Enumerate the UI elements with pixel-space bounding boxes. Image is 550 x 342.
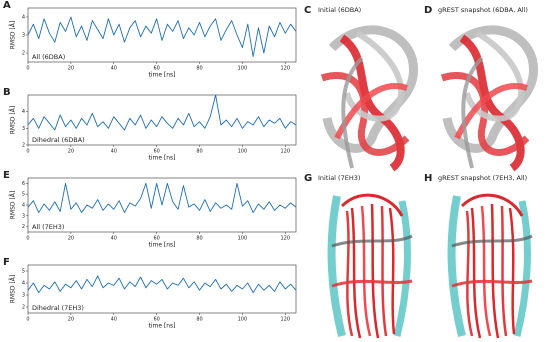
- y-axis-label: RMSD [Å]: [10, 106, 17, 134]
- x-tick-label: 20: [68, 66, 74, 72]
- panel-label: C: [304, 5, 311, 16]
- x-tick-label: 20: [68, 317, 74, 323]
- x-tick-label: 100: [238, 317, 248, 323]
- x-tick-label: 120: [281, 236, 291, 242]
- y-axis-label: RMSD [Å]: [10, 191, 17, 219]
- x-axis-label: time [ns]: [148, 242, 175, 249]
- y-tick-label: 2: [22, 305, 25, 311]
- x-tick-label: 120: [281, 317, 291, 323]
- y-tick-label: 5: [22, 269, 25, 275]
- y-tick-label: 5: [22, 192, 25, 198]
- rmsd-line: [27, 182, 297, 214]
- y-tick-label: 3: [22, 213, 25, 219]
- y-axis-label: RMSD [Å]: [10, 275, 17, 303]
- x-axis-label: time [ns]: [148, 323, 175, 330]
- x-tick-label: 20: [68, 236, 74, 242]
- panel-title: gREST snapshot (6DBA, All): [438, 6, 528, 14]
- structure-d: [442, 30, 534, 168]
- annotation: Dihedral (6DBA): [32, 136, 85, 144]
- rmsd-line: [27, 94, 297, 131]
- panel-title: gREST snapshot (7EH3, All): [438, 174, 527, 182]
- rmsd-line: [27, 275, 297, 294]
- plot-frame: [27, 264, 297, 314]
- x-tick-label: 0: [26, 236, 29, 242]
- annotation: All (6DBA): [32, 53, 65, 61]
- x-tick-label: 80: [196, 317, 202, 323]
- x-tick-label: 80: [196, 66, 202, 72]
- structure-c: [322, 30, 414, 168]
- panel-label: E: [3, 170, 10, 181]
- x-tick-label: 120: [281, 66, 291, 72]
- x-tick-label: 60: [153, 66, 159, 72]
- panel-label: G: [304, 173, 312, 184]
- x-tick-label: 40: [111, 236, 117, 242]
- y-tick-label: 3: [22, 293, 25, 299]
- panel-label: D: [424, 5, 432, 16]
- y-tick-label: 4: [22, 281, 25, 287]
- panel-title: Initial (6DBA): [318, 6, 361, 14]
- panel-label: A: [3, 0, 11, 11]
- panel-label: H: [424, 173, 432, 184]
- y-tick-label: 3: [22, 126, 25, 132]
- y-tick-label: 6: [22, 181, 25, 187]
- y-tick-label: 4: [22, 203, 25, 209]
- y-tick-label: 2: [22, 143, 25, 149]
- annotation: All (7EH3): [32, 223, 64, 231]
- rmsd-line: [27, 16, 297, 58]
- annotation: Dihedral (7EH3): [32, 304, 84, 312]
- y-tick-label: 4: [22, 109, 25, 115]
- x-tick-label: 0: [26, 66, 29, 72]
- x-tick-label: 0: [26, 149, 29, 155]
- x-axis-label: time [ns]: [148, 155, 175, 162]
- y-tick-label: 4: [22, 15, 25, 21]
- x-tick-label: 60: [153, 317, 159, 323]
- x-tick-label: 100: [238, 149, 248, 155]
- x-tick-label: 0: [26, 317, 29, 323]
- structure-g: [332, 195, 412, 338]
- panel-title: Initial (7EH3): [318, 174, 360, 182]
- x-tick-label: 60: [153, 236, 159, 242]
- x-axis-label: time [ns]: [148, 72, 175, 79]
- x-tick-label: 40: [111, 317, 117, 323]
- panel-label: F: [3, 257, 10, 268]
- x-tick-label: 80: [196, 236, 202, 242]
- x-tick-label: 20: [68, 149, 74, 155]
- plot-frame: [27, 94, 297, 146]
- x-tick-label: 80: [196, 149, 202, 155]
- structure-h: [452, 195, 532, 338]
- plot-frame: [27, 7, 297, 63]
- y-tick-label: 2: [22, 224, 25, 230]
- y-tick-label: 2: [22, 51, 25, 57]
- x-tick-label: 100: [238, 66, 248, 72]
- x-tick-label: 40: [111, 66, 117, 72]
- x-tick-label: 60: [153, 149, 159, 155]
- x-tick-label: 100: [238, 236, 248, 242]
- y-axis-label: RMSD [Å]: [10, 21, 17, 49]
- x-tick-label: 40: [111, 149, 117, 155]
- y-tick-label: 3: [22, 33, 25, 39]
- panel-label: B: [3, 87, 11, 98]
- x-tick-label: 120: [281, 149, 291, 155]
